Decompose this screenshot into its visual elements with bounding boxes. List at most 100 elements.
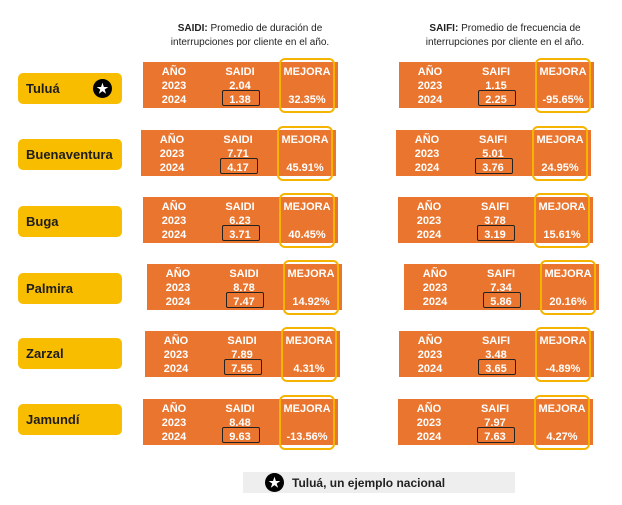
highlight-2024-box [483, 292, 521, 308]
year-header: AÑO [422, 268, 448, 280]
highlight-2024-box [478, 90, 516, 106]
year-header: AÑO [161, 403, 187, 415]
year-2023: 2023 [416, 215, 442, 227]
saifi-table: AÑO SAIFI MEJORA 2023 3.48 2024 3.65 -4.89% [399, 327, 594, 382]
highlight-2024-box [220, 158, 258, 174]
saifi-2023-value: 1.15 [485, 80, 507, 92]
saifi-header: SAIFI [486, 268, 516, 280]
saifi-2023-value: 7.34 [490, 282, 512, 294]
city-label: Tuluá ★ [18, 73, 122, 104]
year-2024: 2024 [416, 431, 442, 443]
year-header: AÑO [163, 335, 189, 347]
saidi-header: SAIDI [229, 268, 259, 280]
highlight-2024-box [478, 359, 516, 375]
highlight-2024-box [477, 427, 515, 443]
saifi-improvement-value: -95.65% [542, 94, 584, 106]
saifi-table: AÑO SAIFI MEJORA 2023 3.78 2024 3.19 15.61% [398, 193, 593, 248]
improvement-frame [279, 193, 335, 248]
improvement-frame [281, 327, 337, 382]
improvement-header: MEJORA [287, 268, 335, 280]
improvement-frame [535, 58, 591, 113]
year-2023: 2023 [161, 80, 187, 92]
improvement-header: MEJORA [283, 201, 331, 213]
saidi-2023-value: 7.89 [231, 349, 253, 361]
saifi-2024-value: 3.19 [484, 229, 506, 241]
year-2024: 2024 [165, 296, 191, 308]
improvement-frame [277, 126, 333, 181]
year-header: AÑO [165, 268, 191, 280]
saidi-improvement-value: 45.91% [286, 162, 324, 174]
city-name: Palmira [26, 281, 73, 296]
saidi-header: SAIDI [223, 134, 253, 146]
improvement-frame [279, 58, 335, 113]
year-2023: 2023 [161, 215, 187, 227]
saifi-table: AÑO SAIFI MEJORA 2023 5.01 2024 3.76 24.95% [396, 126, 591, 181]
saidi-header: SAIDI [225, 66, 255, 78]
footer-banner: ★ Tuluá, un ejemplo nacional [243, 472, 515, 493]
improvement-frame [532, 126, 588, 181]
year-2024: 2024 [417, 94, 443, 106]
year-header: AÑO [417, 335, 443, 347]
year-header: AÑO [161, 201, 187, 213]
year-2023: 2023 [417, 349, 443, 361]
saifi-2024-value: 3.65 [485, 363, 507, 375]
year-2024: 2024 [159, 162, 185, 174]
city-name: Tuluá [26, 81, 60, 96]
improvement-header: MEJORA [539, 335, 587, 347]
saidi-2023-value: 7.71 [227, 148, 249, 160]
saifi-improvement-value: 24.95% [541, 162, 579, 174]
year-2024: 2024 [414, 162, 440, 174]
city-label: Zarzal [18, 338, 122, 369]
year-header: AÑO [161, 66, 187, 78]
saidi-2023-value: 8.48 [229, 417, 251, 429]
year-2024: 2024 [161, 94, 187, 106]
saidi-2023-value: 2.04 [229, 80, 251, 92]
year-header: AÑO [414, 134, 440, 146]
year-2024: 2024 [416, 229, 442, 241]
saifi-header: SAIFI [480, 403, 510, 415]
saifi-2023-value: 3.48 [485, 349, 507, 361]
saifi-improvement-value: -4.89% [545, 363, 581, 375]
saidi-header: SAIDI [225, 403, 255, 415]
saidi-2024-value: 7.47 [233, 296, 255, 308]
year-2023: 2023 [161, 417, 187, 429]
footer-text: Tuluá, un ejemplo nacional [292, 475, 446, 490]
saidi-table: AÑO SAIDI MEJORA 2023 6.23 2024 3.71 40.45% [143, 193, 338, 248]
year-header: AÑO [417, 66, 443, 78]
year-2024: 2024 [417, 363, 443, 375]
star-icon: ★ [265, 473, 284, 492]
improvement-header: MEJORA [539, 66, 587, 78]
highlight-2024-box [224, 359, 262, 375]
improvement-header: MEJORA [538, 201, 586, 213]
saidi-table: AÑO SAIDI MEJORA 2023 7.89 2024 7.55 4.31% [145, 327, 340, 382]
year-2024: 2024 [422, 296, 448, 308]
saifi-2024-value: 7.63 [484, 431, 506, 443]
highlight-2024-box [477, 225, 515, 241]
highlight-2024-box [226, 292, 264, 308]
city-label: Jamundí [18, 404, 122, 435]
year-header: AÑO [159, 134, 185, 146]
saifi-improvement-value: 15.61% [543, 229, 581, 241]
year-2023: 2023 [417, 80, 443, 92]
year-2024: 2024 [161, 229, 187, 241]
city-name: Buga [26, 214, 59, 229]
improvement-frame [283, 260, 339, 315]
city-name: Jamundí [26, 412, 80, 427]
year-2024: 2024 [163, 363, 189, 375]
city-label: Buga [18, 206, 122, 237]
saifi-improvement-value: 20.16% [549, 296, 587, 308]
city-name: Zarzal [26, 346, 64, 361]
saifi-header: SAIFI [480, 201, 510, 213]
improvement-frame [535, 327, 591, 382]
saifi-2023-value: 7.97 [484, 417, 506, 429]
improvement-frame [534, 193, 590, 248]
saidi-table: AÑO SAIDI MEJORA 2023 7.71 2024 4.17 45.91% [141, 126, 336, 181]
saifi-header-text: Promedio de frecuencia de interrupciones… [425, 23, 585, 48]
year-2024: 2024 [161, 431, 187, 443]
saidi-header: SAIDI [225, 201, 255, 213]
saidi-improvement-value: 40.45% [288, 229, 326, 241]
city-label: Buenaventura [18, 139, 122, 170]
improvement-frame [534, 395, 590, 450]
saidi-table: AÑO SAIDI MEJORA 2023 8.78 2024 7.47 14.92% [147, 260, 342, 315]
improvement-header: MEJORA [283, 66, 331, 78]
